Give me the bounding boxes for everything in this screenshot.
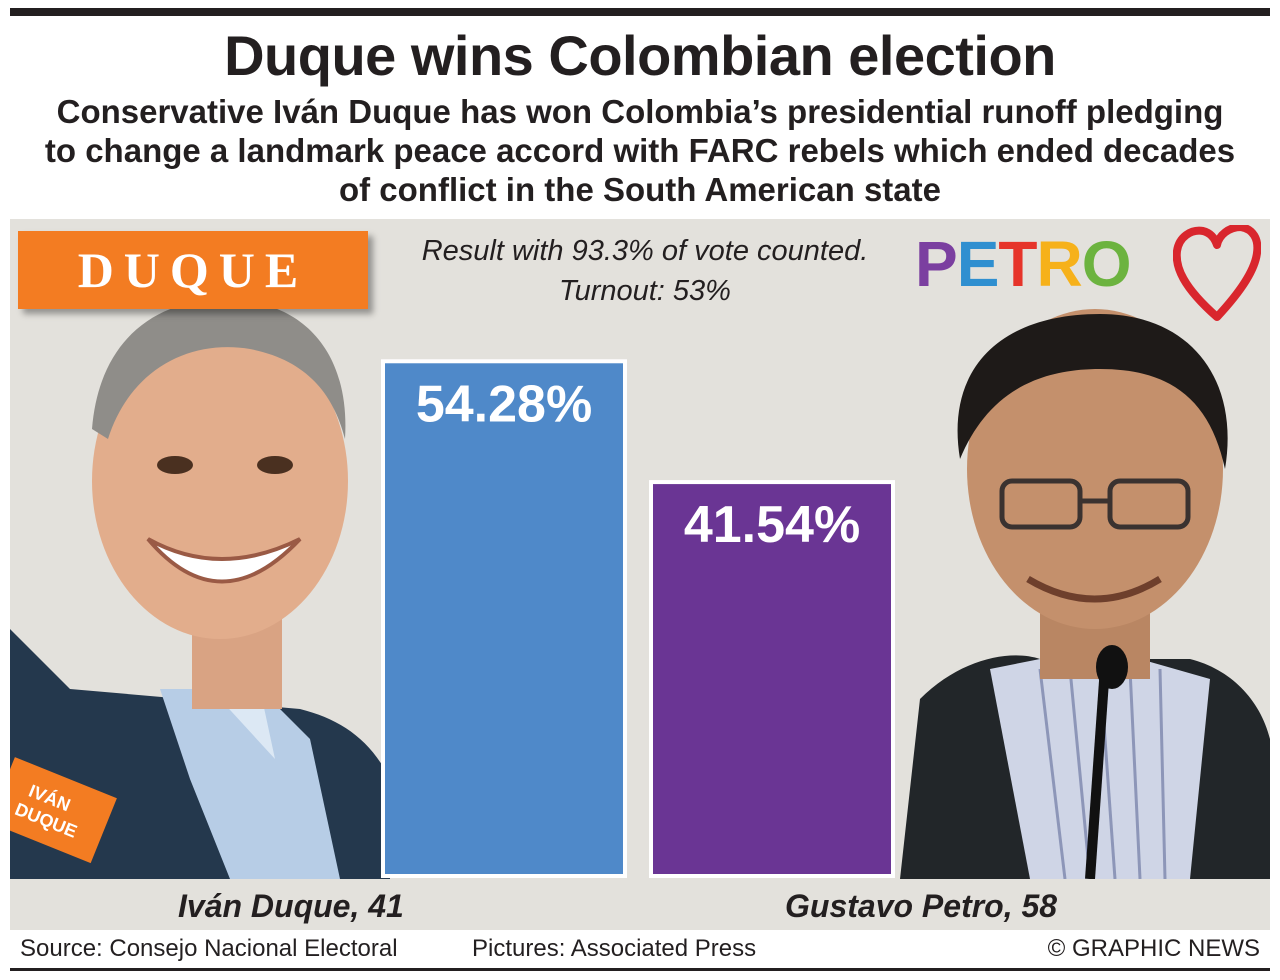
petro-logo-letter: E — [956, 228, 1000, 300]
category-label-petro: Gustavo Petro, 58 — [785, 888, 1058, 924]
petro-logo-letter: R — [1036, 228, 1082, 300]
bar-chart: 54.28% 41.54% — [381, 359, 895, 878]
petro-logo-text: PETRO — [915, 228, 1132, 300]
petro-logo-letter: T — [998, 228, 1037, 300]
result-note: Result with 93.3% of vote counted. Turno… — [421, 235, 869, 307]
chart-panel: IVÁN DUQUE DUQUE PETRO — [10, 219, 1270, 930]
duque-photo: IVÁN DUQUE — [10, 299, 390, 879]
petro-logo-letter: P — [915, 228, 958, 300]
petro-photo — [900, 309, 1270, 879]
pictures-credit: Pictures: Associated Press — [472, 935, 757, 962]
petro-logo-letter: O — [1081, 228, 1132, 300]
petro-logo: PETRO — [915, 225, 1261, 321]
bar-0 — [381, 359, 627, 878]
category-label-duque: Iván Duque, 41 — [178, 888, 404, 924]
duque-logo: DUQUE — [18, 231, 368, 309]
bar-value-label-0: 54.28% — [416, 375, 592, 433]
heart-icon — [1173, 225, 1261, 321]
copyright: © GRAPHIC NEWS — [1047, 935, 1260, 962]
bottom-rule — [10, 968, 1270, 971]
chart-subtitle: Conservative Iván Duque has won Colombia… — [44, 93, 1236, 208]
bar-value-label-1: 41.54% — [684, 496, 860, 554]
bar-1 — [649, 480, 895, 878]
chart-title: Duque wins Colombian election — [224, 24, 1056, 87]
duque-logo-text: DUQUE — [77, 242, 309, 298]
top-rule — [10, 8, 1270, 16]
source-credit: Source: Consejo Nacional Electoral — [20, 935, 398, 962]
